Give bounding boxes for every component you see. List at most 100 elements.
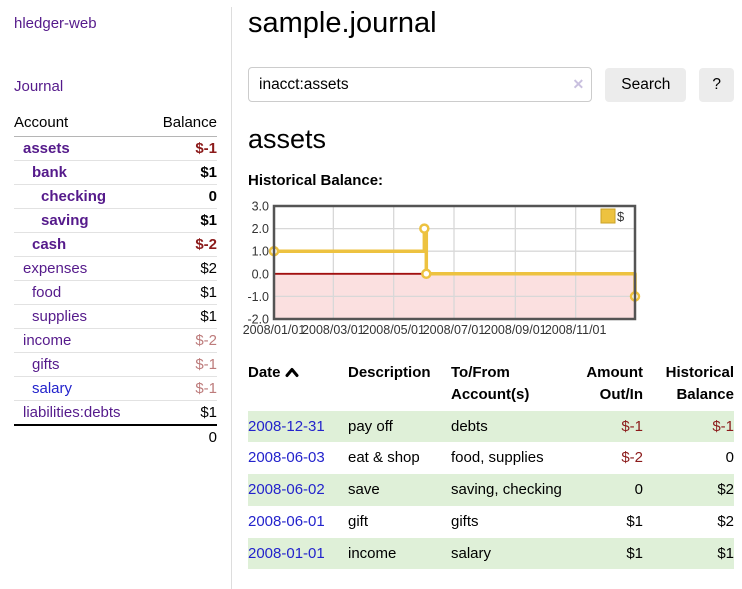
svg-text:2008/11/01: 2008/11/01 xyxy=(545,323,607,337)
search-input-wrap: ✕ xyxy=(248,67,593,102)
transactions-header-accounts: To/From Account(s) xyxy=(451,364,530,403)
account-link[interactable]: salary xyxy=(32,380,73,397)
search-form: ✕ Search ? xyxy=(248,67,734,102)
account-link[interactable]: income xyxy=(23,332,72,349)
transaction-row[interactable]: 2008-06-01 gift gifts $1 $2 xyxy=(248,506,734,538)
account-link[interactable]: food xyxy=(32,284,62,301)
account-balance: $1 xyxy=(148,160,217,185)
account-balance: $2 xyxy=(148,256,217,281)
account-balance: $1 xyxy=(148,208,217,233)
transaction-date-link[interactable]: 2008-01-01 xyxy=(248,544,325,562)
svg-text:2.0: 2.0 xyxy=(252,222,269,236)
account-balance: $-1 xyxy=(148,136,217,161)
account-link[interactable]: supplies xyxy=(32,308,88,325)
svg-text:2008/09/01: 2008/09/01 xyxy=(484,323,547,337)
transaction-accounts: salary xyxy=(451,544,492,562)
accounts-table: Account Balance assets $-1 bank $1 check… xyxy=(14,111,217,449)
svg-text:3.0: 3.0 xyxy=(252,200,269,214)
account-balance: $-1 xyxy=(148,376,217,401)
account-balance: $1 xyxy=(148,280,217,305)
account-balance: $1 xyxy=(148,304,217,329)
transactions-header-amount: Amount Out/In xyxy=(586,364,643,403)
account-row: liabilities:debts $1 xyxy=(14,400,217,426)
svg-text:-2.0: -2.0 xyxy=(247,313,269,327)
account-link[interactable]: cash xyxy=(32,236,67,253)
account-row: income $-2 xyxy=(14,328,217,353)
transaction-description: pay off xyxy=(348,417,393,435)
sort-ascending-icon xyxy=(285,363,299,385)
historical-balance-chart: 3.0 2.0 1.0 0.0 -1.0 -2.02008/01/012008/03/01… xyxy=(243,200,641,337)
account-row: supplies $1 xyxy=(14,304,217,329)
account-row: food $1 xyxy=(14,280,217,305)
account-balance: 0 xyxy=(148,184,217,209)
svg-text:-1.0: -1.0 xyxy=(247,290,269,304)
transaction-row[interactable]: 2008-01-01 income salary $1 $1 xyxy=(248,537,734,570)
account-row: assets $-1 xyxy=(14,136,217,161)
svg-text:2008/01/01: 2008/01/01 xyxy=(243,323,306,337)
transaction-balance: $2 xyxy=(717,512,734,530)
transaction-amount: $1 xyxy=(626,544,643,562)
sidebar-item-journal[interactable]: Journal xyxy=(14,78,64,95)
account-balance: $-2 xyxy=(148,328,217,353)
account-link[interactable]: gifts xyxy=(32,356,60,373)
transaction-date-link[interactable]: 2008-06-02 xyxy=(248,481,325,498)
transaction-amount: $-2 xyxy=(621,449,643,467)
svg-text:2008/05/01: 2008/05/01 xyxy=(362,323,425,337)
account-row: saving $1 xyxy=(14,208,217,233)
transaction-date-link[interactable]: 2008-06-01 xyxy=(248,512,325,530)
transaction-accounts: debts xyxy=(451,417,488,435)
transaction-description: income xyxy=(348,544,397,562)
brand-link[interactable]: hledger-web xyxy=(14,15,97,32)
accounts-header-balance: Balance xyxy=(148,111,217,137)
transaction-balance: 0 xyxy=(725,449,734,467)
transaction-balance: $-1 xyxy=(712,417,734,435)
account-link[interactable]: expenses xyxy=(23,260,88,277)
account-link[interactable]: saving xyxy=(41,212,89,229)
help-button[interactable]: ? xyxy=(699,67,734,102)
chart-container: 3.0 2.0 1.0 0.0 -1.0 -2.0 2008/01/01 2008/03/01… xyxy=(240,200,740,350)
transaction-balance: $1 xyxy=(717,544,734,562)
svg-text:2008/07/01: 2008/07/01 xyxy=(423,323,486,337)
account-link[interactable]: liabilities:debts xyxy=(23,404,121,421)
accounts-table-body: assets $-1 bank $1 checking 0 saving $1 … xyxy=(14,136,217,426)
search-input[interactable] xyxy=(248,67,593,102)
transactions-header-description: Description xyxy=(348,364,431,381)
clear-search-icon[interactable]: ✕ xyxy=(572,76,585,92)
page-title: sample.journal xyxy=(248,7,437,39)
transactions-header-row: Date Description To/From Account(s) Amou… xyxy=(248,360,734,411)
transactions-header-date[interactable]: Date xyxy=(248,360,348,411)
account-title: assets xyxy=(248,124,327,154)
transactions-table-body: 2008-12-31 pay off debts $-1 $-1 2008-06… xyxy=(248,410,734,570)
transaction-accounts: gifts xyxy=(451,512,479,530)
transaction-description: eat & shop xyxy=(348,449,420,467)
transactions-header-balance: Historical Balance xyxy=(665,364,734,403)
search-button[interactable]: Search xyxy=(605,67,687,102)
account-row: gifts $-1 xyxy=(14,352,217,377)
transaction-row[interactable]: 2008-06-02 save saving, checking 0 $2 xyxy=(248,474,734,506)
sidebar: hledger-web Journal Account Balance asse… xyxy=(0,7,232,589)
svg-text:1.0: 1.0 xyxy=(252,245,269,259)
transaction-row[interactable]: 2008-06-03 eat & shop food, supplies $-2… xyxy=(248,442,734,474)
accounts-total-balance: 0 xyxy=(148,424,217,449)
transaction-amount: $-1 xyxy=(621,417,643,435)
account-link[interactable]: assets xyxy=(23,140,70,157)
account-link[interactable]: bank xyxy=(32,164,68,181)
transaction-description: save xyxy=(348,481,380,498)
account-row: checking 0 xyxy=(14,184,217,209)
transaction-amount: $1 xyxy=(626,512,643,530)
transaction-balance: $2 xyxy=(717,481,734,498)
account-row: expenses $2 xyxy=(14,256,217,281)
account-link[interactable]: checking xyxy=(41,188,107,205)
accounts-header-account: Account xyxy=(14,111,149,137)
account-row: salary $-1 xyxy=(14,376,217,401)
transactions-table: Date Description To/From Account(s) Amou… xyxy=(248,360,734,570)
main-content: sample.journal ✕ Search ? assets Histori… xyxy=(243,7,742,570)
svg-text:0.0: 0.0 xyxy=(252,267,269,281)
account-row: bank $1 xyxy=(14,160,217,185)
transaction-row[interactable]: 2008-12-31 pay off debts $-1 $-1 xyxy=(248,410,734,443)
account-balance: $1 xyxy=(148,400,217,426)
transaction-date-link[interactable]: 2008-12-31 xyxy=(248,417,325,435)
svg-text:$: $ xyxy=(617,209,625,224)
transaction-date-link[interactable]: 2008-06-03 xyxy=(248,449,325,467)
chart-label: Historical Balance: xyxy=(248,172,384,189)
